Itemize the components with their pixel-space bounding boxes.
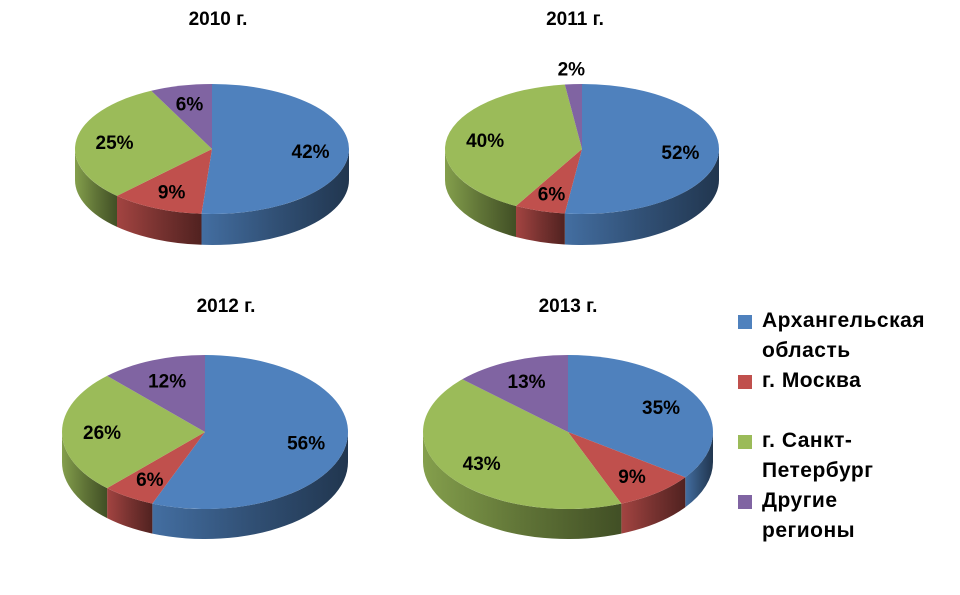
pie-side-moscow: [515, 205, 565, 245]
legend-swatch-other: [738, 495, 752, 509]
pie-side-arkhangelsk: [152, 432, 348, 539]
pie-chart-1: 2010 г. 42% 9% 25% 6%: [74, 9, 349, 246]
data-label-spb: 25%: [96, 133, 134, 154]
pie-slice-arkhangelsk: [568, 355, 713, 478]
legend-item-other: Другие регионы: [738, 486, 958, 546]
pie-sides: [422, 432, 713, 539]
chart-title: 2010 г.: [189, 9, 248, 30]
chart-title: 2011 г.: [546, 9, 604, 30]
pie-sides: [445, 149, 719, 246]
data-label-moscow: 6%: [538, 185, 566, 206]
legend-label-line: Другие: [762, 489, 838, 512]
data-label-moscow: 9%: [158, 183, 186, 204]
data-label-spb: 26%: [83, 423, 121, 444]
pie-side-arkhangelsk: [685, 432, 713, 508]
pie-slice-moscow: [116, 149, 212, 214]
pie-slice-spb: [74, 90, 213, 196]
pie-slice-moscow: [515, 149, 582, 214]
pie-slice-arkhangelsk: [564, 84, 719, 214]
pie-side-moscow: [621, 477, 686, 534]
legend-item-moscow: г. Москва: [738, 366, 958, 396]
legend: Архангельская область г. Москва г. Санкт…: [738, 306, 958, 546]
pie-side-spb: [75, 149, 117, 227]
pie-slice-moscow: [568, 432, 686, 504]
pie-chart-2: 2011 г. 52% 6% 40% 2%: [444, 9, 719, 246]
pie-side-moscow: [107, 488, 153, 534]
pie-slice-other: [107, 355, 205, 432]
pie-side-arkhangelsk: [564, 149, 719, 246]
legend-label-line: г. Москва: [762, 369, 862, 392]
chart-title: 2013 г.: [539, 296, 598, 317]
pie-side-spb: [422, 432, 622, 539]
data-label-other: 12%: [148, 371, 186, 392]
pie-chart-4: 2013 г. 35% 9% 43% 13%: [422, 296, 713, 539]
legend-label-line: регионы: [762, 519, 856, 542]
pie-slice-other: [151, 84, 212, 149]
chart-title: 2012 г.: [197, 296, 256, 317]
pie-slice-arkhangelsk: [152, 355, 348, 509]
pie-slice-other: [462, 355, 568, 432]
data-label-arkhangelsk: 56%: [287, 433, 325, 454]
pie-sides: [75, 149, 349, 246]
pie-slice-spb: [422, 379, 622, 510]
data-label-other: 6%: [176, 94, 204, 115]
pie-slice-spb: [444, 84, 582, 206]
data-label-moscow: 6%: [136, 470, 164, 491]
data-label-arkhangelsk: 35%: [642, 398, 680, 419]
data-label-moscow: 9%: [618, 467, 646, 488]
data-label-other: 13%: [508, 372, 546, 393]
data-label-other: 2%: [558, 60, 586, 81]
legend-swatch-moscow: [738, 375, 752, 389]
pie-side-moscow: [116, 195, 202, 245]
pie-slice-moscow: [107, 432, 205, 504]
legend-swatch-spb: [738, 435, 752, 449]
legend-label-line: Петербург: [762, 459, 874, 482]
pie-side-spb: [445, 149, 516, 237]
legend-label-line: Архангельская: [762, 309, 926, 332]
legend-item-arkhangelsk: Архангельская область: [738, 306, 958, 366]
pie-slice-spb: [61, 375, 205, 489]
legend-swatch-arkhangelsk: [738, 315, 752, 329]
pie-slice-arkhangelsk: [201, 84, 349, 214]
data-label-spb: 40%: [466, 131, 504, 152]
pie-chart-3: 2012 г. 56% 6% 26% 12%: [61, 296, 348, 539]
data-label-spb: 43%: [463, 454, 501, 475]
legend-label-line: г. Санкт-: [762, 429, 853, 452]
pie-side-arkhangelsk: [201, 149, 349, 246]
pie-slice-other: [564, 84, 582, 149]
legend-label-line: область: [762, 339, 851, 362]
data-label-arkhangelsk: 52%: [661, 143, 699, 164]
pie-side-spb: [62, 432, 108, 519]
pie-sides: [62, 432, 348, 539]
legend-item-spb: г. Санкт- Петербург: [738, 426, 958, 486]
data-label-arkhangelsk: 42%: [292, 142, 330, 163]
